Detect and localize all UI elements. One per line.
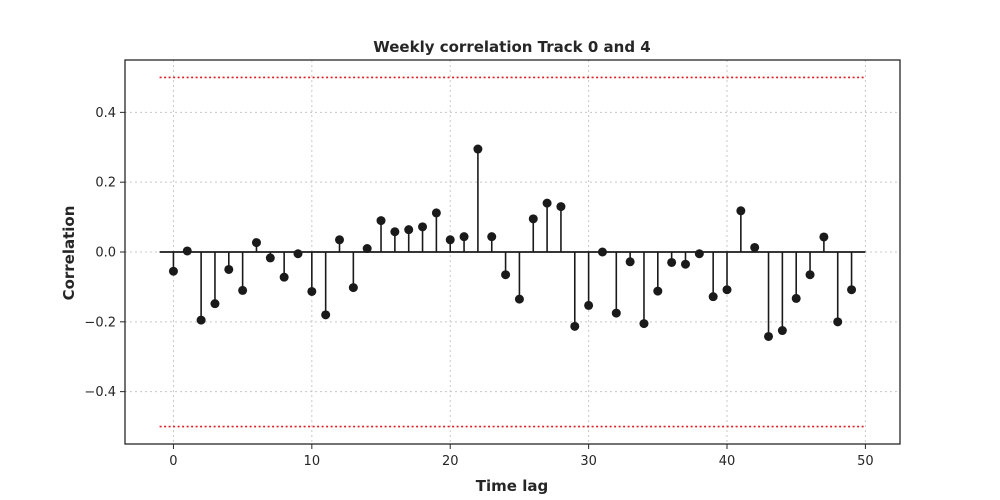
y-tick-label: 0.4 <box>95 106 116 121</box>
reference-lines <box>159 76 866 428</box>
stem-marker <box>196 315 206 325</box>
stem-marker <box>501 270 511 280</box>
stem-marker <box>722 285 732 295</box>
stem-marker <box>584 300 594 310</box>
stem-marker <box>182 246 192 256</box>
stem-marker <box>680 259 690 269</box>
stem-marker <box>362 244 372 254</box>
y-tick-label: 0.0 <box>95 246 116 261</box>
stem-marker <box>265 253 275 263</box>
stem-marker <box>833 317 843 327</box>
x-tick-label: 0 <box>169 454 177 469</box>
stem-marker <box>404 225 414 235</box>
stem-marker <box>459 232 469 242</box>
stem-marker <box>764 331 774 341</box>
stem-marker <box>224 264 234 274</box>
stem-marker <box>514 294 524 304</box>
stem-marker <box>293 249 303 259</box>
stem-marker <box>791 293 801 303</box>
stem-marker <box>847 285 857 295</box>
y-tick-label: −0.4 <box>84 385 116 400</box>
x-tick-label: 40 <box>719 454 736 469</box>
stem-marker <box>418 222 428 232</box>
stem-marker <box>238 285 248 295</box>
stem-marker <box>168 266 178 276</box>
stem-marker <box>653 286 663 296</box>
stem-marker <box>348 283 358 293</box>
stem-marker <box>819 232 829 242</box>
stem-marker <box>251 238 261 248</box>
stem-marker <box>279 272 289 282</box>
y-axis-ticks: −0.4 −0.2 0.0 0.2 0.4 <box>84 106 125 400</box>
stem-marker <box>805 270 815 280</box>
stem-marker <box>639 319 649 329</box>
stem-marker <box>777 326 787 336</box>
x-tick-label: 30 <box>580 454 597 469</box>
stem-marker <box>611 308 621 318</box>
y-axis-label: Correlation <box>60 206 78 301</box>
stem-marker <box>542 198 552 208</box>
stem-marker <box>445 235 455 245</box>
stem-marker <box>473 144 483 154</box>
stem-marker <box>390 227 400 237</box>
stem-marker <box>750 242 760 252</box>
stem-marker <box>210 299 220 309</box>
stem-marker <box>307 286 317 296</box>
stem-marker <box>625 257 635 267</box>
stem-marker <box>335 235 345 245</box>
chart-title: Weekly correlation Track 0 and 4 <box>373 38 650 56</box>
stem-marker <box>667 257 677 267</box>
x-tick-label: 50 <box>857 454 874 469</box>
stem-series <box>168 144 857 341</box>
y-tick-label: −0.2 <box>84 315 116 330</box>
stem-marker <box>376 216 386 226</box>
stem-marker <box>528 214 538 224</box>
y-tick-label: 0.2 <box>95 176 116 191</box>
x-tick-label: 20 <box>442 454 459 469</box>
stem-marker <box>431 208 441 218</box>
x-axis-ticks: 0 10 20 30 40 50 <box>169 444 874 469</box>
x-tick-label: 10 <box>304 454 321 469</box>
stem-marker <box>487 232 497 242</box>
stem-marker <box>694 249 704 259</box>
stem-marker <box>321 310 331 320</box>
x-axis-label: Time lag <box>476 477 548 495</box>
stem-marker <box>556 202 566 212</box>
stem-marker <box>736 206 746 216</box>
stem-marker <box>708 292 718 302</box>
stem-marker <box>597 247 607 257</box>
stem-marker <box>570 321 580 331</box>
